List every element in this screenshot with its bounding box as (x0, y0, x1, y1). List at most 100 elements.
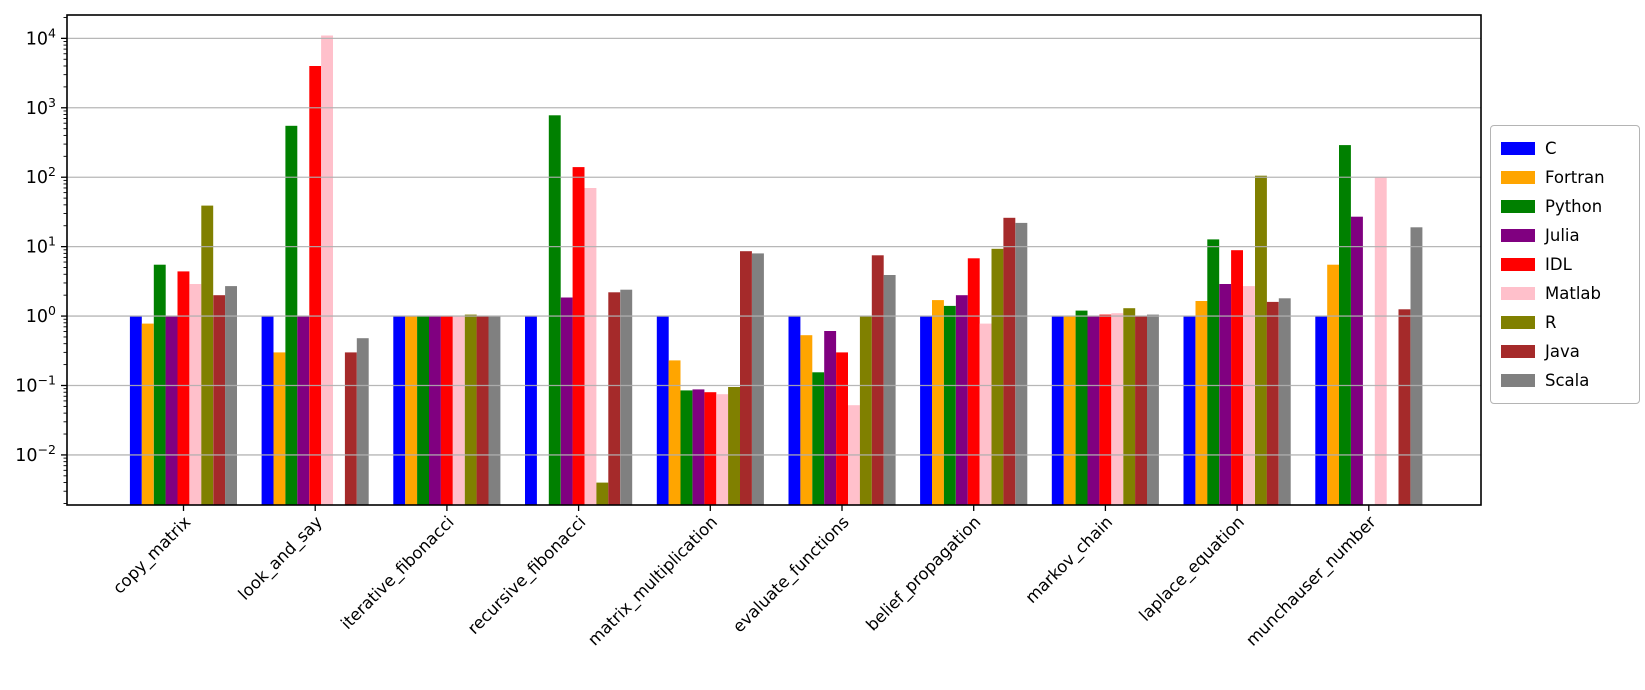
legend-entry-Julia: Julia (1501, 221, 1629, 250)
bar-evaluate_functions-Python (812, 372, 825, 505)
bar-laplace_equation-IDL (1231, 250, 1243, 505)
bar-matrix_multiplication-Matlab (716, 394, 729, 505)
legend-entry-Matlab: Matlab (1501, 279, 1629, 308)
legend-swatch-Python (1501, 200, 1535, 213)
x-tick-label-munchauser_number: munchauser_number (1242, 512, 1380, 650)
legend-label: Matlab (1545, 284, 1601, 303)
bar-munchauser_number-Matlab (1374, 177, 1387, 505)
y-tick-label-1e4: 104 (26, 25, 56, 49)
y-tick-label-1e2: 102 (26, 164, 56, 188)
bar-munchauser_number-Scala (1410, 227, 1423, 506)
bar-recursive_fibonacci-Scala (620, 289, 633, 505)
legend-label: Fortran (1545, 168, 1605, 187)
legend-label: R (1545, 313, 1557, 332)
bar-belief_propagation-Julia (955, 295, 968, 505)
legend-swatch-R (1501, 316, 1535, 329)
bar-look_and_say-Scala (356, 338, 369, 505)
bar-iterative_fibonacci-R (464, 314, 477, 505)
legend-entry-IDL: IDL (1501, 250, 1629, 279)
bar-evaluate_functions-Java (871, 255, 884, 505)
bar-look_and_say-Matlab (321, 35, 333, 505)
legend-swatch-Scala (1501, 374, 1535, 387)
bar-markov_chain-Java (1135, 316, 1147, 505)
bar-laplace_equation-Java (1266, 301, 1279, 505)
bar-evaluate_functions-IDL (836, 352, 848, 505)
bar-markov_chain-R (1123, 308, 1136, 505)
x-tick-label-iterative_fibonacci: iterative_fibonacci (337, 512, 458, 633)
y-tick-label-1e3: 103 (26, 95, 56, 119)
bar-matrix_multiplication-Java (740, 251, 752, 505)
bar-look_and_say-Julia (297, 316, 310, 505)
bar-recursive_fibonacci-IDL (572, 167, 585, 505)
legend-label: Scala (1545, 371, 1590, 390)
bar-iterative_fibonacci-Fortran (405, 316, 418, 505)
bar-markov_chain-Matlab (1111, 313, 1124, 505)
bar-iterative_fibonacci-Java (476, 316, 489, 505)
bar-copy_matrix-Fortran (141, 323, 154, 505)
legend-entry-Java: Java (1501, 337, 1629, 366)
legend-swatch-Java (1501, 345, 1535, 358)
x-tick-label-matrix_multiplication: matrix_multiplication (584, 512, 722, 650)
bar-recursive_fibonacci-C (525, 316, 537, 505)
bar-iterative_fibonacci-C (393, 316, 406, 505)
y-tick-label-1e1: 101 (26, 234, 56, 258)
bar-belief_propagation-C (920, 316, 932, 505)
bar-munchauser_number-Julia (1351, 216, 1363, 505)
legend-label: IDL (1545, 255, 1572, 274)
bar-laplace_equation-C (1183, 316, 1196, 505)
y-tick-label-1e-2: 10−2 (15, 442, 56, 466)
bar-copy_matrix-IDL (177, 271, 190, 505)
bar-laplace_equation-Matlab (1243, 286, 1255, 505)
bar-recursive_fibonacci-Python (548, 115, 561, 506)
bar-copy_matrix-R (201, 205, 214, 505)
legend-entry-Fortran: Fortran (1501, 163, 1629, 192)
bar-iterative_fibonacci-Python (417, 316, 429, 505)
bar-look_and_say-IDL (309, 66, 322, 505)
x-tick-label-belief_propagation: belief_propagation (862, 512, 985, 635)
bar-recursive_fibonacci-Julia (560, 297, 573, 505)
bar-look_and_say-C (261, 316, 274, 505)
x-tick-label-laplace_equation: laplace_equation (1135, 512, 1248, 625)
bar-belief_propagation-Java (1003, 217, 1016, 506)
legend: C Fortran Python Julia IDL Matlab R Java Scala (1490, 125, 1640, 404)
bar-iterative_fibonacci-Matlab (452, 316, 465, 505)
x-tick-label-look_and_say: look_and_say (235, 512, 327, 604)
bar-recursive_fibonacci-Matlab (584, 188, 597, 505)
bar-iterative_fibonacci-Scala (488, 316, 501, 505)
bar-look_and_say-Fortran (273, 352, 286, 505)
bar-matrix_multiplication-Scala (752, 253, 764, 505)
legend-swatch-Fortran (1501, 171, 1535, 184)
legend-label: Python (1545, 197, 1603, 216)
legend-entry-Scala: Scala (1501, 366, 1629, 395)
bar-belief_propagation-Matlab (979, 323, 992, 505)
y-tick-label-1e-1: 10−1 (15, 372, 56, 396)
bar-laplace_equation-Python (1207, 239, 1220, 505)
plot-border (66, 14, 1482, 506)
legend-label: Julia (1545, 226, 1580, 245)
bar-iterative_fibonacci-Julia (429, 316, 441, 505)
bar-copy_matrix-Julia (165, 316, 178, 505)
bar-evaluate_functions-Scala (883, 275, 896, 505)
bar-belief_propagation-Python (943, 305, 956, 505)
bar-belief_propagation-Fortran (932, 300, 944, 505)
x-tick-label-evaluate_functions: evaluate_functions (729, 512, 853, 636)
bar-laplace_equation-Julia (1219, 284, 1232, 505)
bar-laplace_equation-Fortran (1195, 301, 1208, 505)
bar-copy_matrix-Java (213, 295, 226, 505)
legend-label: Java (1545, 342, 1580, 361)
x-tick-label-markov_chain: markov_chain (1022, 512, 1117, 607)
y-tick-label-1e0: 100 (26, 303, 56, 327)
legend-swatch-C (1501, 142, 1535, 155)
bar-munchauser_number-Java (1398, 309, 1411, 505)
bar-belief_propagation-Scala (1015, 222, 1028, 505)
bar-markov_chain-Python (1075, 310, 1088, 505)
bar-recursive_fibonacci-Java (608, 292, 621, 505)
bar-markov_chain-Scala (1147, 314, 1159, 505)
bar-copy_matrix-C (129, 316, 142, 505)
bar-evaluate_functions-R (859, 316, 872, 505)
legend-entry-R: R (1501, 308, 1629, 337)
bar-evaluate_functions-Fortran (800, 335, 813, 505)
bar-markov_chain-Fortran (1063, 316, 1076, 505)
